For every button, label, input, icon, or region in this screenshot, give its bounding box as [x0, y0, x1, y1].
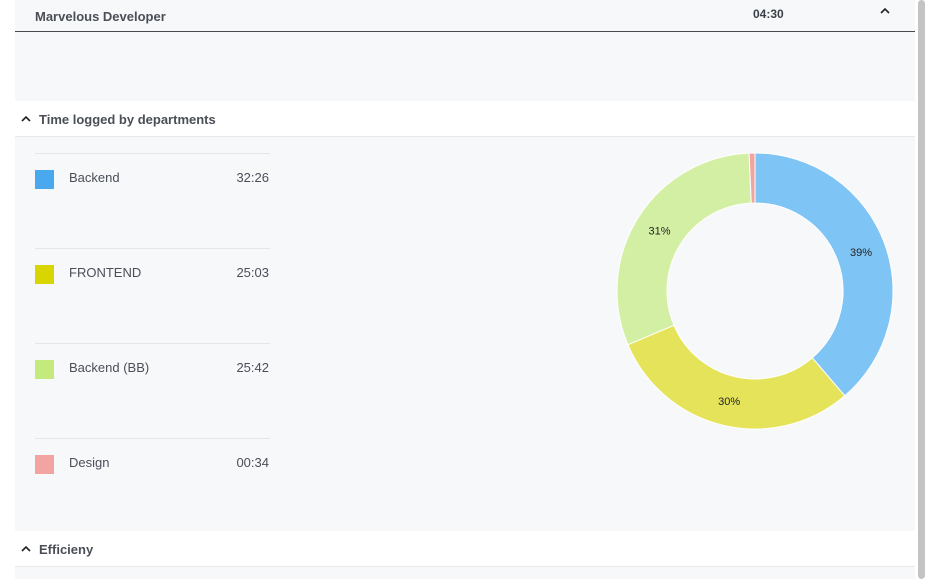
donut-slice[interactable] [754, 152, 894, 397]
developer-total-time: 04:30 [753, 7, 784, 21]
legend-name: Design [69, 455, 110, 470]
legend-time: 32:26 [236, 170, 269, 185]
legend-time: 25:03 [236, 265, 269, 280]
chevron-up-icon[interactable] [877, 5, 893, 17]
donut-slice-label: 31% [648, 226, 670, 238]
donut-slice-label: 30% [718, 396, 740, 408]
departments-donut-chart[interactable]: 39% 30% 31% [615, 151, 895, 431]
legend-time: 00:34 [236, 455, 269, 470]
legend-name: Backend [69, 170, 120, 185]
legend-swatch [35, 360, 54, 379]
legend-name: Backend (BB) [69, 360, 150, 375]
legend-item: Design 00:34 [35, 438, 270, 533]
legend-swatch [35, 170, 54, 189]
legend-item: Backend 32:26 [35, 153, 270, 248]
department-legend: Backend 32:26 FRONTEND 25:03 Backend (BB… [35, 153, 270, 533]
donut-slice[interactable] [627, 324, 846, 430]
developer-name: Marvelous Developer [35, 9, 166, 24]
donut-slice[interactable] [616, 152, 752, 346]
scrollbar-thumb[interactable] [918, 0, 925, 579]
legend-swatch [35, 265, 54, 284]
left-gutter [0, 0, 15, 579]
donut-slice[interactable] [748, 152, 756, 204]
section-departments-header[interactable]: Time logged by departments [15, 101, 915, 137]
developer-header[interactable]: Marvelous Developer 04:30 [15, 0, 915, 32]
section-efficiency-header[interactable]: Efficieny [15, 531, 915, 567]
donut-slice-label: 39% [850, 247, 872, 259]
legend-time: 25:42 [236, 360, 269, 375]
legend-item: FRONTEND 25:03 [35, 248, 270, 343]
legend-item: Backend (BB) 25:42 [35, 343, 270, 438]
chevron-up-icon[interactable] [20, 544, 32, 554]
section-title: Time logged by departments [39, 112, 216, 127]
chevron-up-icon[interactable] [20, 114, 32, 124]
report-panel: Marvelous Developer 04:30 Time logged by… [15, 0, 915, 579]
section-title: Efficieny [39, 542, 94, 557]
legend-name: FRONTEND [69, 265, 142, 280]
legend-swatch [35, 455, 54, 474]
